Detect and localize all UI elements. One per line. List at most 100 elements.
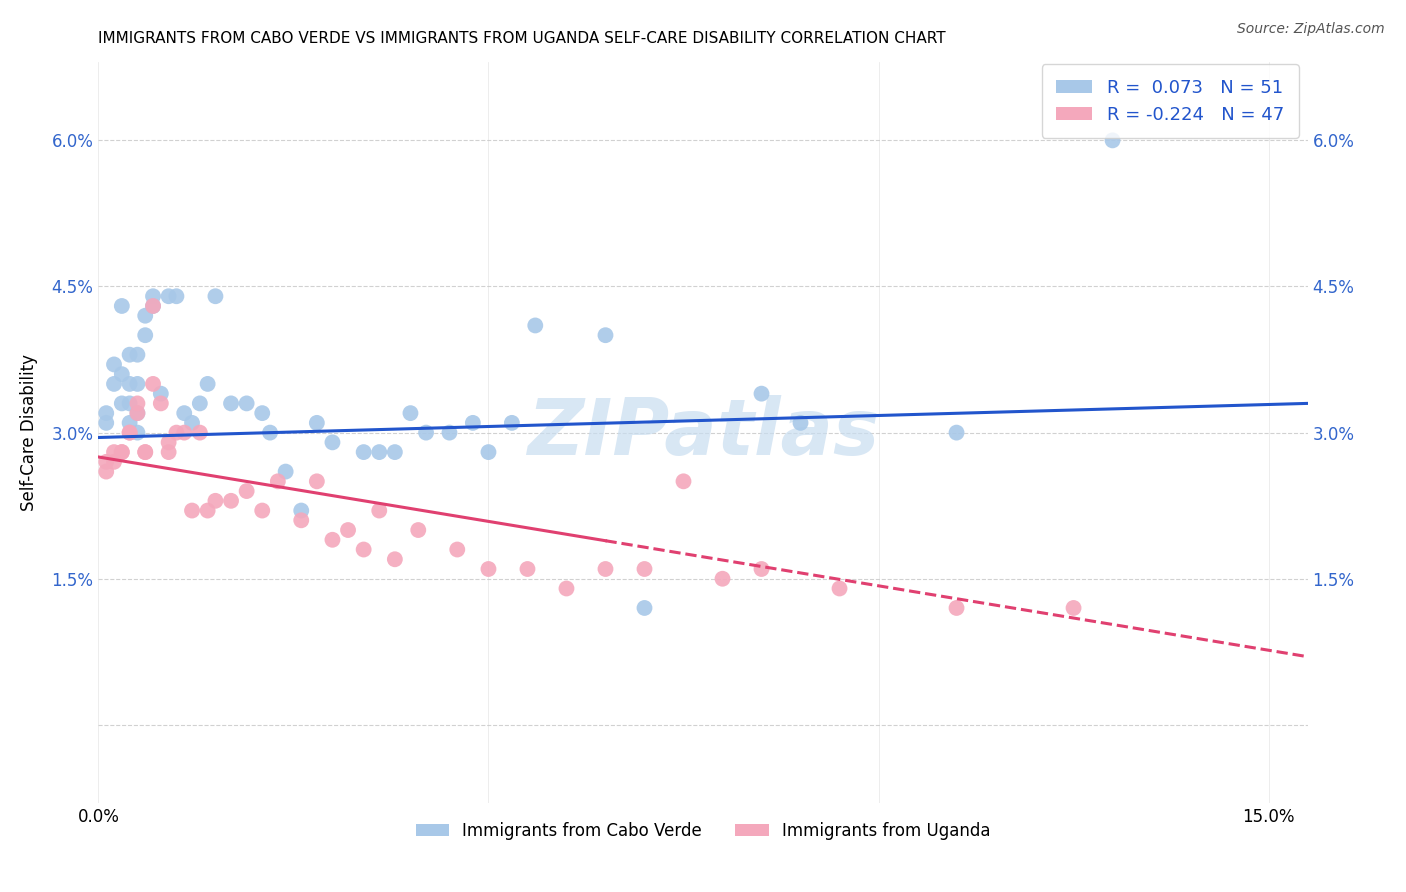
Point [353, 542, 375, 557]
Point [672, 475, 695, 489]
Point [96, 406, 118, 420]
Point [118, 396, 141, 410]
Point [789, 416, 811, 430]
Point [118, 348, 141, 362]
Point [188, 425, 211, 440]
Point [290, 513, 312, 527]
Point [127, 348, 149, 362]
Point [259, 425, 281, 440]
Point [305, 475, 328, 489]
Point [439, 425, 461, 440]
Point [235, 396, 257, 410]
Point [111, 445, 134, 459]
Point [555, 582, 578, 596]
Point [127, 425, 149, 440]
Point [103, 445, 125, 459]
Point [399, 406, 422, 420]
Point [368, 503, 391, 517]
Point [149, 386, 172, 401]
Point [142, 299, 165, 313]
Point [368, 445, 391, 459]
Point [134, 309, 156, 323]
Point [337, 523, 360, 537]
Point [118, 425, 141, 440]
Point [96, 455, 118, 469]
Point [96, 416, 118, 430]
Point [384, 445, 406, 459]
Point [134, 328, 156, 343]
Point [384, 552, 406, 566]
Point [204, 289, 226, 303]
Point [181, 503, 204, 517]
Point [252, 503, 274, 517]
Point [149, 396, 172, 410]
Point [111, 367, 134, 381]
Point [181, 416, 204, 430]
Point [321, 533, 343, 547]
Point [274, 465, 297, 479]
Point [290, 503, 312, 517]
Point [633, 562, 655, 576]
Point [111, 299, 134, 313]
Point [173, 425, 195, 440]
Point [111, 396, 134, 410]
Point [197, 503, 219, 517]
Point [103, 376, 125, 391]
Point [219, 493, 242, 508]
Point [353, 445, 375, 459]
Point [516, 562, 538, 576]
Point [103, 455, 125, 469]
Point [828, 582, 851, 596]
Point [477, 562, 499, 576]
Legend: Immigrants from Cabo Verde, Immigrants from Uganda: Immigrants from Cabo Verde, Immigrants f… [409, 815, 997, 847]
Point [1101, 133, 1123, 147]
Point [524, 318, 547, 333]
Point [204, 493, 226, 508]
Point [165, 289, 187, 303]
Point [252, 406, 274, 420]
Point [1063, 601, 1085, 615]
Point [118, 416, 141, 430]
Point [142, 289, 165, 303]
Point [595, 328, 617, 343]
Point [461, 416, 484, 430]
Point [127, 406, 149, 420]
Text: Source: ZipAtlas.com: Source: ZipAtlas.com [1237, 22, 1385, 37]
Point [96, 465, 118, 479]
Point [751, 386, 773, 401]
Point [751, 562, 773, 576]
Point [945, 425, 967, 440]
Point [111, 445, 134, 459]
Point [711, 572, 734, 586]
Point [321, 435, 343, 450]
Point [165, 425, 187, 440]
Point [127, 376, 149, 391]
Point [118, 425, 141, 440]
Point [446, 542, 468, 557]
Point [173, 406, 195, 420]
Point [267, 475, 290, 489]
Point [157, 289, 180, 303]
Text: ZIPatlas: ZIPatlas [527, 394, 879, 471]
Point [127, 396, 149, 410]
Text: IMMIGRANTS FROM CABO VERDE VS IMMIGRANTS FROM UGANDA SELF-CARE DISABILITY CORREL: IMMIGRANTS FROM CABO VERDE VS IMMIGRANTS… [98, 31, 946, 46]
Y-axis label: Self-Care Disability: Self-Care Disability [20, 354, 38, 511]
Point [595, 562, 617, 576]
Point [134, 445, 156, 459]
Point [127, 406, 149, 420]
Point [157, 445, 180, 459]
Point [945, 601, 967, 615]
Point [219, 396, 242, 410]
Point [157, 435, 180, 450]
Point [134, 445, 156, 459]
Point [188, 396, 211, 410]
Point [415, 425, 437, 440]
Point [118, 376, 141, 391]
Point [142, 299, 165, 313]
Point [305, 416, 328, 430]
Point [142, 376, 165, 391]
Point [235, 484, 257, 499]
Point [477, 445, 499, 459]
Point [197, 376, 219, 391]
Point [103, 358, 125, 372]
